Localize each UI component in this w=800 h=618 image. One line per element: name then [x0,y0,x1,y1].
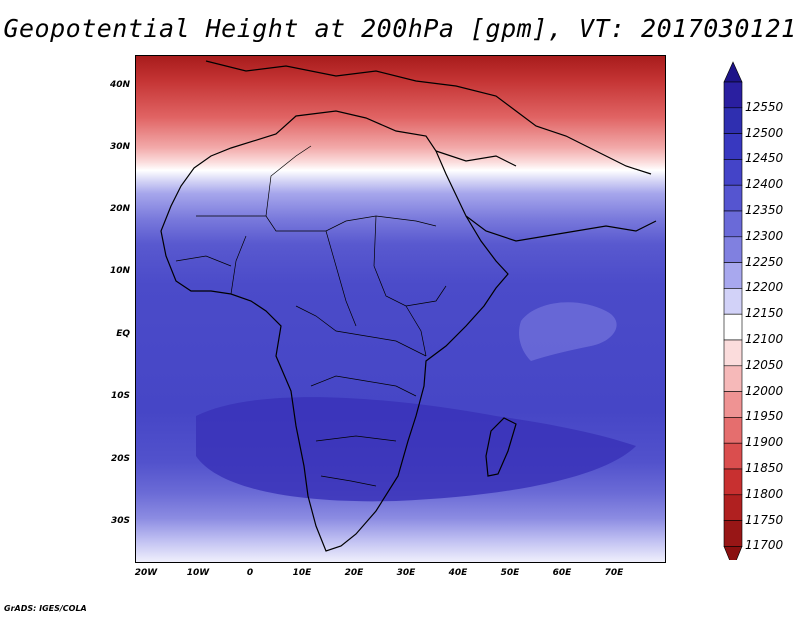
colorbar-level-label: 12400 [745,177,784,192]
lon-label-50e: 50E [500,568,520,578]
coastline-outline [160,60,657,552]
country-borders [175,145,447,487]
colorbar-bottom-arrow [723,546,743,560]
colorbar-cell [723,391,743,418]
lon-label-10e: 10E [292,568,312,578]
lon-label-0: 0 [246,568,254,578]
colorbar-level-label: 12500 [745,125,784,140]
colorbar-level-label: 11850 [745,461,784,475]
colorbar-cell [723,468,743,496]
geopotential-map [136,56,665,562]
lon-label-20w: 20W [134,568,158,578]
colorbar-cell [723,210,743,238]
colorbar-level-label: 12300 [745,228,784,243]
lat-label-30n: 30N [109,142,130,152]
lat-label-eq: EQ [116,329,130,339]
lon-label-30e: 30E [396,568,416,578]
colorbar-cell [723,288,743,315]
colorbar-level-label: 11900 [745,435,784,450]
colorbar-level-label: 12200 [745,280,784,295]
colorbar-cell [723,417,743,444]
colorbar-cell [723,365,743,392]
colorbar-cell [723,494,743,521]
lat-label-20n: 20N [109,204,130,214]
colorbar-level-label: 12100 [745,332,784,346]
colorbar-level-label: 12250 [745,254,784,269]
colorbar-top-arrow [723,61,743,83]
colorbar-cell [723,262,743,289]
colorbar-cell [723,313,743,341]
lon-label-20e: 20E [344,568,364,578]
colorbar-level-label: 11750 [745,512,784,527]
lon-label-60e: 60E [552,568,572,578]
lat-label-10s: 10S [110,391,130,401]
colorbar-cell [723,81,743,109]
colorbar-cell [723,236,743,263]
map-plot-area [135,55,666,563]
colorbar-cell [723,184,743,212]
lat-label-20s: 20S [110,454,130,464]
lon-label-10w: 10W [186,568,210,578]
colorbar-cell [723,133,743,160]
lon-label-70e: 70E [604,568,624,578]
colorbar-level-label: 11800 [745,486,784,501]
colorbar-level-label: 12450 [745,151,784,166]
colorbar-level-label: 12050 [745,357,784,372]
colorbar-level-label: 12550 [745,99,784,114]
colorbar-level-label: 11700 [745,538,784,553]
lat-label-10n: 10N [109,266,130,276]
grads-credit: GrADS: IGES/COLA [4,604,87,613]
lat-label-40n: 40N [109,80,130,90]
lon-label-40e: 40E [448,568,468,578]
colorbar-cell [723,339,743,367]
lat-label-30s: 30S [110,516,130,526]
colorbar-cell [723,520,743,547]
chart-title: Geopotential Height at 200hPa [gpm], VT:… [3,14,797,43]
colorbar-cell [723,107,743,134]
colorbar-level-label: 12350 [745,203,784,217]
colorbar-level-label: 12150 [745,306,784,321]
colorbar-cell [723,442,743,470]
colorbar-level-label: 11950 [745,409,784,424]
colorbar-cell [723,159,743,186]
colorbar [723,61,743,560]
colorbar-level-label: 12000 [745,383,784,398]
